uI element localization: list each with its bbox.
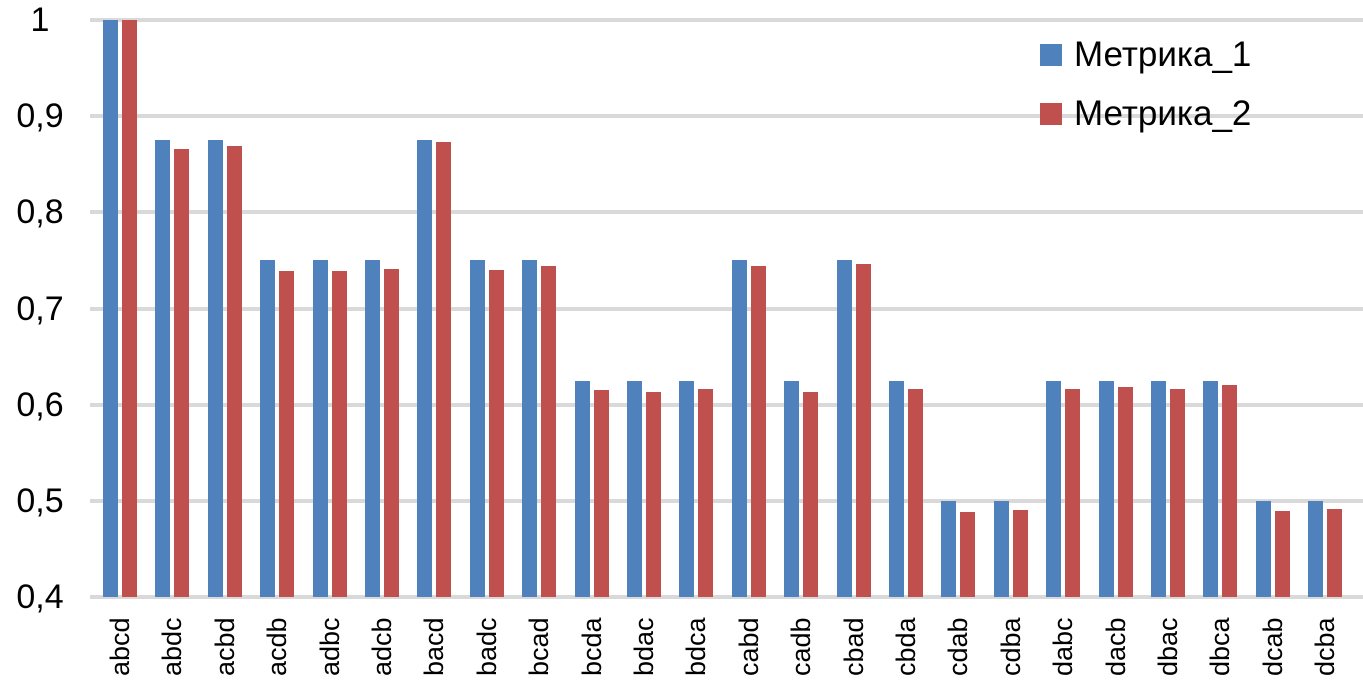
x-axis-tick-label-bcad: bcad: [524, 617, 555, 676]
bar-Метрика_2-acbd: [226, 145, 242, 597]
legend-label-metrika-1: Метрика_1: [1074, 35, 1252, 74]
bar-Метрика_2-badc: [488, 270, 504, 597]
y-axis-tick-label: 0,8: [16, 193, 64, 232]
y-axis-tick-label: 0,4: [16, 578, 64, 616]
bar-Метрика_2-bcad: [541, 266, 557, 597]
bar-Метрика_1-adcb: [365, 260, 380, 597]
y-axis-tick-label: 1: [30, 1, 50, 39]
bar-Метрика_2-dabc: [1065, 389, 1081, 597]
x-axis-tick-label-dbca: dbca: [1205, 617, 1236, 676]
bar-Метрика_2-dbca: [1222, 385, 1238, 597]
bar-Метрика_2-bcda: [593, 390, 609, 597]
bar-Метрика_2-dcab: [1274, 511, 1290, 597]
x-axis-tick-label-dacb: dacb: [1100, 617, 1131, 676]
bar-Метрика_2-cbad: [855, 264, 871, 597]
x-axis-tick-label-cbda: cbda: [891, 617, 921, 676]
bar-Метрика_2-bacd: [436, 142, 452, 597]
bar-Метрика_2-dacb: [1117, 387, 1133, 597]
y-axis-tick-label: 0,7: [16, 289, 64, 328]
bar-Метрика_1-bdac: [627, 380, 642, 597]
bar-Метрика_1-adbc: [312, 260, 328, 597]
gridline: [90, 114, 1363, 119]
bar-Метрика_1-dacb: [1098, 380, 1114, 597]
x-axis-tick-label-dbac: dbac: [1153, 617, 1183, 676]
gridline: [90, 18, 1363, 22]
x-axis-tick-label-cabd: cabd: [733, 617, 764, 676]
legend-label-metrika-2: Метрика_2: [1074, 94, 1252, 133]
gridline: [90, 402, 1363, 407]
x-axis-tick-label-bdac: bdac: [629, 617, 659, 676]
legend-swatch-metrika-2-icon: [1040, 103, 1062, 125]
x-axis-tick-label-bacd: bacd: [419, 617, 450, 676]
gridline: [90, 595, 1363, 599]
x-axis-tick-label-bcda: bcda: [576, 617, 607, 676]
bar-Метрика_1-badc: [469, 260, 485, 597]
y-axis-tick-label: 0,9: [16, 97, 64, 136]
y-axis-tick-label: 0,6: [16, 385, 64, 424]
bar-Метрика_2-abdc: [174, 148, 190, 597]
bar-Метрика_2-acdb: [279, 270, 295, 597]
chart-legend: Метрика_1 Метрика_2: [1040, 33, 1251, 151]
legend-entry-metrika-1: Метрика_1: [1040, 33, 1251, 77]
bar-Метрика_2-cbda: [908, 389, 923, 597]
gridline: [90, 306, 1363, 311]
bar-Метрика_1-cabd: [731, 260, 747, 597]
bar-Метрика_1-dbac: [1151, 380, 1166, 597]
bar-Метрика_1-dcab: [1255, 500, 1271, 597]
x-axis-tick-label-adbc: adbc: [314, 617, 345, 676]
bar-Метрика_1-cdab: [941, 500, 957, 597]
y-axis-tick-label: 0,5: [16, 481, 64, 520]
bar-Метрика_2-cdab: [960, 512, 976, 597]
x-axis-tick-label-badc: badc: [471, 617, 502, 676]
x-axis-tick-label-cbad: cbad: [838, 617, 869, 676]
x-axis-tick-label-adcb: adcb: [367, 617, 397, 676]
x-axis-tick-label-cdba: cdba: [995, 617, 1026, 676]
gridline: [90, 498, 1363, 503]
bar-Метрика_1-acdb: [260, 260, 276, 597]
bar-Метрика_2-adcb: [384, 269, 399, 597]
x-axis-tick-label-dabc: dabc: [1048, 617, 1079, 676]
bar-Метрика_1-abdc: [155, 140, 171, 597]
x-axis-tick-label-abcd: abcd: [105, 617, 135, 676]
gridline: [90, 210, 1363, 215]
x-axis-tick-label-bdca: bdca: [681, 617, 712, 676]
bar-Метрика_2-dbac: [1170, 389, 1185, 597]
bar-Метрика_2-cdba: [1012, 510, 1028, 597]
legend-entry-metrika-2: Метрика_2: [1040, 92, 1251, 136]
x-axis-tick-label-acbd: acbd: [209, 617, 240, 676]
bar-Метрика_1-cbda: [889, 380, 904, 597]
bar-Метрика_1-cbad: [836, 260, 852, 597]
bar-Метрика_2-bdca: [698, 389, 714, 597]
x-axis-tick-label-acdb: acdb: [262, 617, 293, 676]
bar-Метрика_2-bdac: [646, 392, 661, 597]
bar-Метрика_1-acbd: [207, 140, 223, 597]
bar-Метрика_1-bcad: [522, 260, 538, 597]
bar-Метрика_1-bacd: [417, 140, 433, 597]
x-axis-tick-label-dcba: dcba: [1310, 617, 1341, 676]
bar-Метрика_1-dbca: [1203, 380, 1219, 597]
bar-Метрика_1-cadb: [784, 380, 800, 597]
bar-Метрика_1-abcd: [103, 20, 118, 597]
bar-Метрика_2-dcba: [1327, 509, 1343, 597]
bar-Метрика_2-adbc: [331, 270, 347, 597]
x-axis-tick-label-abdc: abdc: [157, 617, 188, 676]
x-axis-tick-label-cdab: cdab: [943, 617, 974, 676]
bar-Метрика_2-cabd: [750, 266, 766, 597]
x-axis-tick-label-dcab: dcab: [1257, 617, 1288, 676]
bar-Метрика_1-bdca: [679, 380, 695, 597]
bar-Метрика_1-bcda: [574, 380, 590, 597]
bar-Метрика_1-cdba: [993, 500, 1009, 597]
x-axis-tick-label-cadb: cadb: [786, 617, 817, 676]
legend-swatch-metrika-1-icon: [1040, 44, 1062, 66]
bar-Метрика_2-cadb: [803, 392, 819, 597]
bar-Метрика_1-dcba: [1308, 500, 1324, 597]
bar-Метрика_1-dabc: [1046, 380, 1062, 597]
bar-Метрика_2-abcd: [122, 20, 137, 597]
